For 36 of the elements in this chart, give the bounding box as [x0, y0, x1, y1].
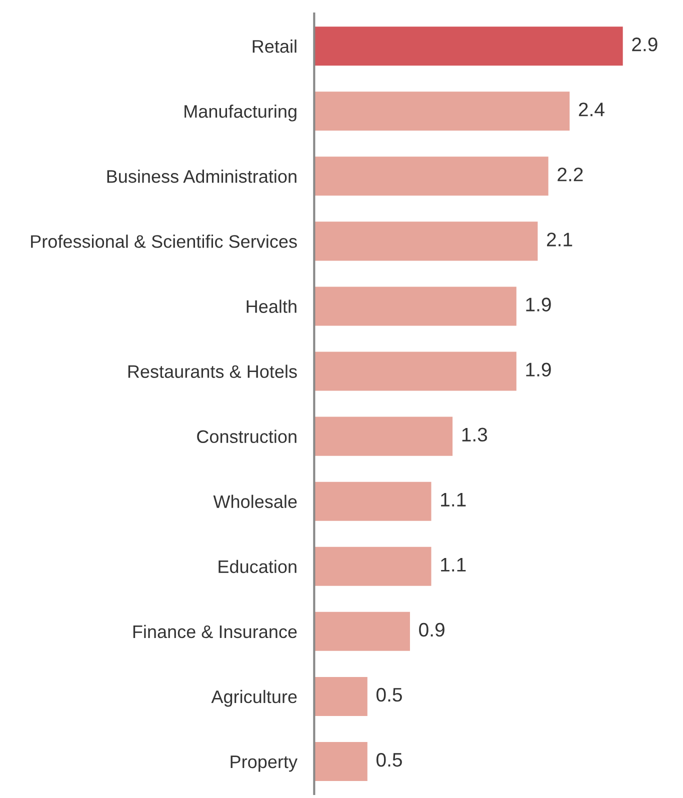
y-tick-label: Construction: [197, 430, 296, 444]
y-tick-label: Property: [230, 756, 298, 772]
data-label: 1.1: [441, 492, 466, 506]
bar: [314, 26, 623, 66]
y-tick-label: Agriculture: [211, 690, 297, 707]
y-tick-label: Business Administration: [107, 170, 296, 183]
y-tick-label: Wholesale: [213, 494, 297, 508]
data-label: 0.5: [376, 688, 402, 702]
y-tick-label: Education: [218, 560, 296, 574]
data-label: 0.9: [419, 622, 444, 637]
bar: [314, 676, 368, 716]
data-label: 1.3: [462, 428, 488, 442]
data-label: 2.4: [578, 102, 604, 116]
bar: [314, 156, 548, 196]
data-label: 2.9: [632, 38, 658, 52]
y-tick-label: Retail: [252, 40, 296, 53]
y-tick-label: Manufacturing: [184, 104, 296, 122]
bar: [314, 546, 432, 586]
bar: [314, 352, 516, 391]
y-tick-label: Finance & Insurance: [133, 624, 297, 638]
bar: [314, 92, 570, 131]
y-tick-label: Restaurants & Hotels: [128, 364, 297, 378]
data-label: 1.1: [441, 558, 466, 572]
data-label: 0.5: [376, 752, 402, 767]
bar: [314, 612, 410, 651]
y-tick-label: Professional & Scientific Services: [31, 234, 297, 248]
y-tick-label: Health: [246, 300, 296, 313]
data-label: 1.9: [526, 298, 551, 312]
data-label: 2.2: [558, 168, 583, 182]
data-label: 1.9: [526, 362, 551, 376]
bar: [314, 286, 516, 326]
bar: [314, 222, 538, 261]
bar: [314, 742, 368, 782]
bar: [314, 482, 432, 521]
bar: [314, 416, 453, 456]
data-label: 2.1: [547, 232, 572, 246]
